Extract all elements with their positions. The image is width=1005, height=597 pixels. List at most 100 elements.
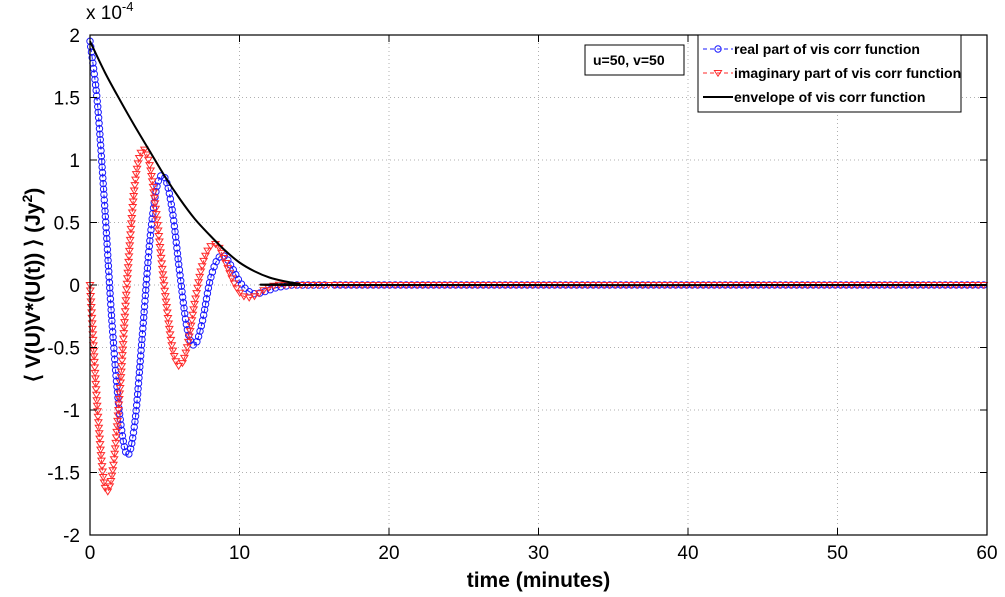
data-point <box>94 430 104 438</box>
data-point <box>136 149 146 157</box>
data-point <box>130 423 138 431</box>
data-point <box>244 294 254 302</box>
data-point <box>90 369 100 378</box>
legend-item: real part of vis corr function <box>703 41 920 57</box>
data-point <box>95 435 105 443</box>
y-tick-label: 0 <box>69 276 80 297</box>
data-point <box>172 238 180 247</box>
data-point <box>136 357 144 366</box>
data-point <box>235 289 245 298</box>
data-point <box>92 402 102 410</box>
data-point <box>133 160 143 168</box>
x-tick-label: 30 <box>528 543 549 564</box>
data-point <box>89 358 99 367</box>
data-point <box>713 69 723 78</box>
legend-label: imaginary part of vis corr function <box>734 65 961 81</box>
data-point <box>153 222 163 230</box>
data-point <box>170 222 179 230</box>
data-point <box>154 238 164 246</box>
data-point <box>98 163 106 171</box>
data-point <box>249 293 259 301</box>
series-layer <box>85 37 989 496</box>
data-point <box>149 209 157 218</box>
data-point <box>88 331 98 339</box>
data-point <box>101 212 110 221</box>
y-tick-label: -0.5 <box>47 339 80 360</box>
data-point <box>100 190 108 199</box>
annotation-text: u=50, v=50 <box>593 52 665 68</box>
ticks: 0 10 20 30 40 50 60 -2 -1.5 -1 -0.5 0 0.5 1 1.5 2 <box>47 26 997 564</box>
y-tick-label: -2 <box>63 526 80 547</box>
data-point <box>159 282 169 290</box>
x-tick-label: 20 <box>378 543 399 564</box>
y-tick-label: 0.5 <box>54 214 80 235</box>
data-point <box>195 273 205 282</box>
data-point <box>203 289 212 298</box>
data-point <box>138 330 147 338</box>
data-point <box>163 315 173 323</box>
data-point <box>160 287 170 295</box>
data-point <box>132 165 142 173</box>
data-point <box>171 227 179 236</box>
data-point <box>95 119 103 127</box>
data-point <box>107 300 115 309</box>
data-point <box>266 286 274 294</box>
data-point <box>143 269 151 278</box>
data-point <box>88 53 96 62</box>
data-point <box>108 328 117 336</box>
data-point <box>162 304 172 312</box>
data-point <box>714 45 722 53</box>
data-point <box>203 247 213 255</box>
data-point <box>199 311 208 319</box>
data-point <box>221 260 231 268</box>
data-point <box>103 245 112 254</box>
data-point <box>161 173 169 182</box>
data-point <box>97 146 105 155</box>
data-point <box>184 333 194 341</box>
data-point <box>110 350 118 358</box>
data-point <box>109 333 117 341</box>
data-point <box>223 265 233 273</box>
data-point <box>141 291 150 300</box>
data-point <box>142 286 150 294</box>
data-point <box>140 302 149 311</box>
legend-label: envelope of vis corr function <box>734 89 925 105</box>
legend-item: imaginary part of vis corr function <box>703 65 961 81</box>
data-point <box>165 331 175 339</box>
data-point <box>187 317 197 325</box>
data-point <box>171 358 181 366</box>
data-point <box>200 305 209 314</box>
data-point <box>105 273 113 281</box>
y-scale-factor: x 10-4 <box>86 0 133 24</box>
data-point <box>96 452 106 460</box>
data-point <box>133 396 141 404</box>
data-point <box>156 254 166 263</box>
data-point <box>217 249 227 258</box>
data-point <box>131 417 139 426</box>
data-point <box>99 479 109 487</box>
data-point <box>219 254 229 263</box>
y-tick-label: 1.5 <box>54 89 80 110</box>
data-point <box>204 284 213 292</box>
data-point <box>157 260 167 268</box>
data-point <box>113 382 121 391</box>
data-point <box>145 248 153 256</box>
data-point <box>229 280 239 288</box>
data-point <box>141 297 149 305</box>
data-point <box>100 484 110 493</box>
data-point <box>175 266 184 274</box>
data-point <box>140 308 148 316</box>
data-point <box>91 81 100 89</box>
data-point <box>140 313 148 322</box>
data-point <box>136 352 145 360</box>
data-point <box>160 293 170 301</box>
data-point <box>177 360 187 368</box>
data-point <box>146 237 154 245</box>
data-point <box>145 162 155 170</box>
data-point <box>94 424 104 432</box>
data-point <box>143 156 153 164</box>
data-point <box>254 290 264 298</box>
data-point <box>162 309 172 317</box>
data-point <box>131 171 141 179</box>
data-point <box>171 233 180 241</box>
